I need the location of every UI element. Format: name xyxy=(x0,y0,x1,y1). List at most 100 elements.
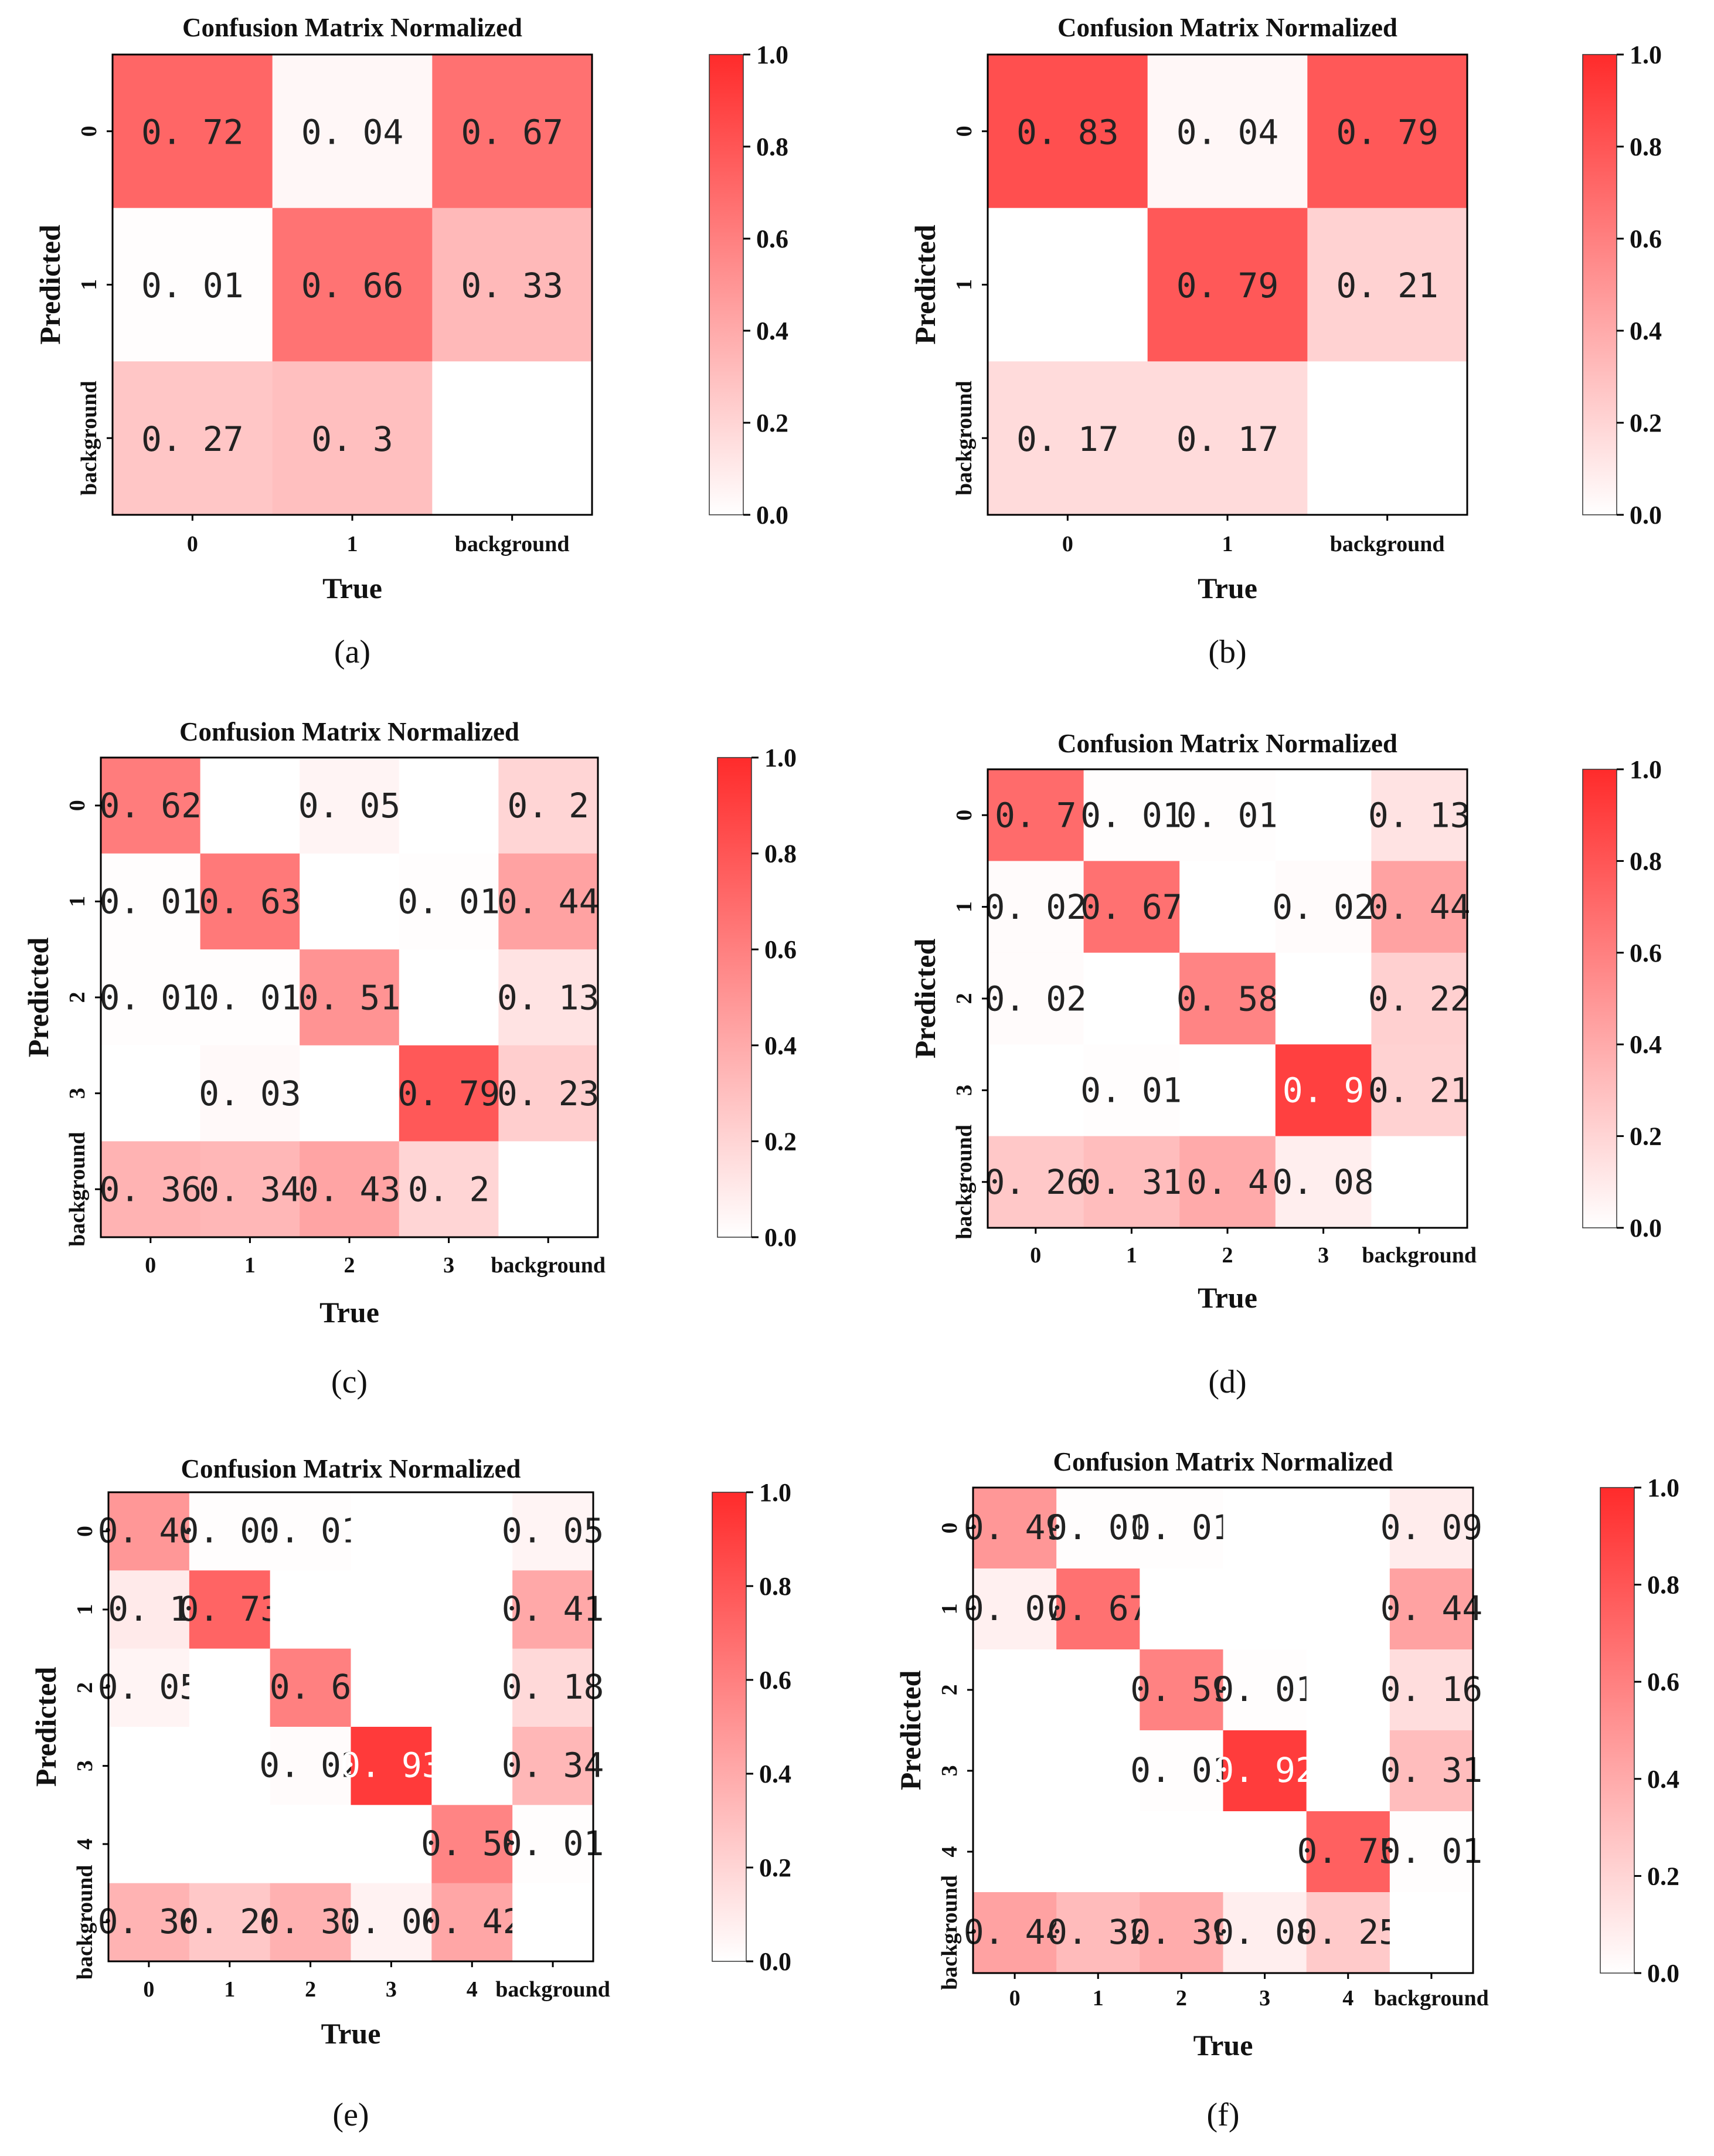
colorbar-tick-label: 1.0 xyxy=(1647,1473,1679,1502)
colorbar-tick-label: 0.0 xyxy=(1630,501,1662,529)
heatmap-cell xyxy=(101,853,201,950)
heatmap-cell xyxy=(973,1811,1057,1893)
colorbar-tick-label: 0.4 xyxy=(764,1031,797,1060)
cell-value-label: 0. 62 xyxy=(99,786,202,826)
cell-value-label: 0. 04 xyxy=(1176,113,1279,152)
heatmap-cell xyxy=(1389,1488,1474,1569)
heatmap-frame xyxy=(972,1486,1474,1974)
colorbar-tick-label: 0.2 xyxy=(764,1127,797,1156)
colorbar-tick-label: 0.2 xyxy=(1630,409,1662,437)
colorbar xyxy=(1582,769,1617,1228)
heatmap-cell xyxy=(101,1141,201,1238)
heatmap-cell xyxy=(1083,1136,1180,1228)
cell-value-label: 0. 93 xyxy=(340,1746,443,1785)
heatmap-cell xyxy=(189,1492,271,1571)
heatmap-cell xyxy=(351,1805,432,1884)
heatmap-cell xyxy=(1371,1044,1468,1137)
cell-value-label: 0. 37 xyxy=(259,1902,362,1941)
x-tick-label: 4 xyxy=(1342,1986,1353,2011)
heatmap-cell xyxy=(1371,952,1468,1045)
cell-value-label: 0. 58 xyxy=(421,1824,523,1863)
cell-value-label: 0. 21 xyxy=(1336,266,1438,305)
colorbar-tick-label: 1.0 xyxy=(1630,755,1662,784)
x-tick-label: 2 xyxy=(344,1253,355,1278)
cell-value-label: 0. 42 xyxy=(421,1902,523,1941)
heatmap-cell xyxy=(1371,1136,1468,1228)
y-tick-label: 2 xyxy=(952,993,977,1004)
chart-title: Confusion Matrix Normalized xyxy=(1053,1447,1393,1476)
x-tick-label: background xyxy=(1374,1986,1489,2011)
colorbar xyxy=(709,54,744,515)
heatmap-cell xyxy=(351,1727,432,1805)
heatmap-cell xyxy=(1147,55,1308,209)
colorbar-tick-label: 0.8 xyxy=(1647,1571,1679,1600)
colorbar-tick-label: 0.6 xyxy=(756,225,788,253)
x-tick-label: 0 xyxy=(143,1977,154,2002)
y-tick-label: 1 xyxy=(77,279,101,290)
cell-value-label: 0. 21 xyxy=(1368,1071,1471,1111)
heatmap-cell xyxy=(1389,1811,1474,1893)
cell-value-label: 0. 7 xyxy=(995,796,1077,836)
colorbar-tick-label: 1.0 xyxy=(764,743,797,772)
heatmap-cell xyxy=(431,1648,513,1727)
heatmap-cell xyxy=(108,1883,190,1962)
cell-value-label: 0. 34 xyxy=(502,1746,604,1785)
cell-value-label: 0. 04 xyxy=(301,113,404,152)
cell-value-label: 0. 05 xyxy=(298,786,401,826)
heatmap-cell xyxy=(200,1045,300,1142)
panel-label: (a) xyxy=(334,634,370,670)
y-tick-label: background xyxy=(73,1865,97,1980)
heatmap-cell xyxy=(351,1492,432,1571)
cell-value-label: 0. 41 xyxy=(502,1589,604,1629)
heatmap-cell xyxy=(973,1649,1057,1731)
colorbar-tick-label: 0.2 xyxy=(759,1853,791,1882)
cell-value-label: 0. 49 xyxy=(98,1511,200,1551)
colorbar-tick-label: 0.8 xyxy=(756,133,788,161)
heatmap-cell xyxy=(1140,1488,1223,1569)
x-tick-label: 0 xyxy=(1030,1243,1041,1268)
heatmap-cell xyxy=(399,949,499,1046)
cell-value-label: 0. 01 xyxy=(1213,1669,1316,1709)
cell-value-label: 0. 01 xyxy=(397,882,500,922)
heatmap-cell xyxy=(1056,1892,1140,1974)
heatmap-cell xyxy=(399,853,499,950)
panel-label: (e) xyxy=(332,2097,369,2133)
heatmap-cell xyxy=(113,55,273,209)
heatmap-cell xyxy=(200,1141,300,1238)
colorbar-tick-label: 0.4 xyxy=(756,317,788,345)
cell-value-label: 0. 18 xyxy=(502,1667,604,1707)
heatmap-cell xyxy=(973,1730,1057,1812)
x-tick-label: background xyxy=(1362,1243,1477,1268)
y-tick-label: 2 xyxy=(937,1685,962,1696)
y-tick-label: 2 xyxy=(73,1682,97,1693)
heatmap-cell xyxy=(1389,1730,1474,1812)
x-tick-label: 1 xyxy=(347,532,358,556)
cell-value-label: 0. 44 xyxy=(1368,887,1471,927)
cell-value-label: 0. 26 xyxy=(984,1162,1087,1202)
heatmap-cell xyxy=(272,361,433,515)
heatmap-cell xyxy=(270,1883,351,1962)
cell-value-label: 0. 59 xyxy=(1130,1669,1233,1709)
heatmap-cell xyxy=(1179,1044,1276,1137)
cell-value-label: 0. 01 xyxy=(1047,1507,1150,1547)
heatmap-cell xyxy=(270,1805,351,1884)
x-axis-label: True xyxy=(1198,1281,1257,1314)
cell-value-label: 0. 01 xyxy=(1080,796,1183,836)
heatmap-cell xyxy=(512,1883,594,1962)
cell-value-label: 0. 06 xyxy=(340,1902,443,1941)
heatmap-cell xyxy=(108,1648,190,1727)
y-tick-label: background xyxy=(952,381,977,495)
cell-value-label: 0. 32 xyxy=(1047,1912,1150,1952)
heatmap-cell xyxy=(1083,769,1180,861)
y-tick-label: 0 xyxy=(77,125,101,137)
x-tick-label: 0 xyxy=(1009,1986,1021,2011)
y-tick-label: 2 xyxy=(65,992,90,1003)
heatmap-cell xyxy=(1179,1136,1276,1228)
heatmap-cell xyxy=(189,1570,271,1649)
cell-value-label: 0. 44 xyxy=(964,1912,1066,1952)
y-tick-label: background xyxy=(937,1875,962,1990)
heatmap-cell xyxy=(1083,861,1180,953)
cell-value-label: 0. 07 xyxy=(964,1588,1066,1628)
y-tick-label: 3 xyxy=(73,1760,97,1771)
